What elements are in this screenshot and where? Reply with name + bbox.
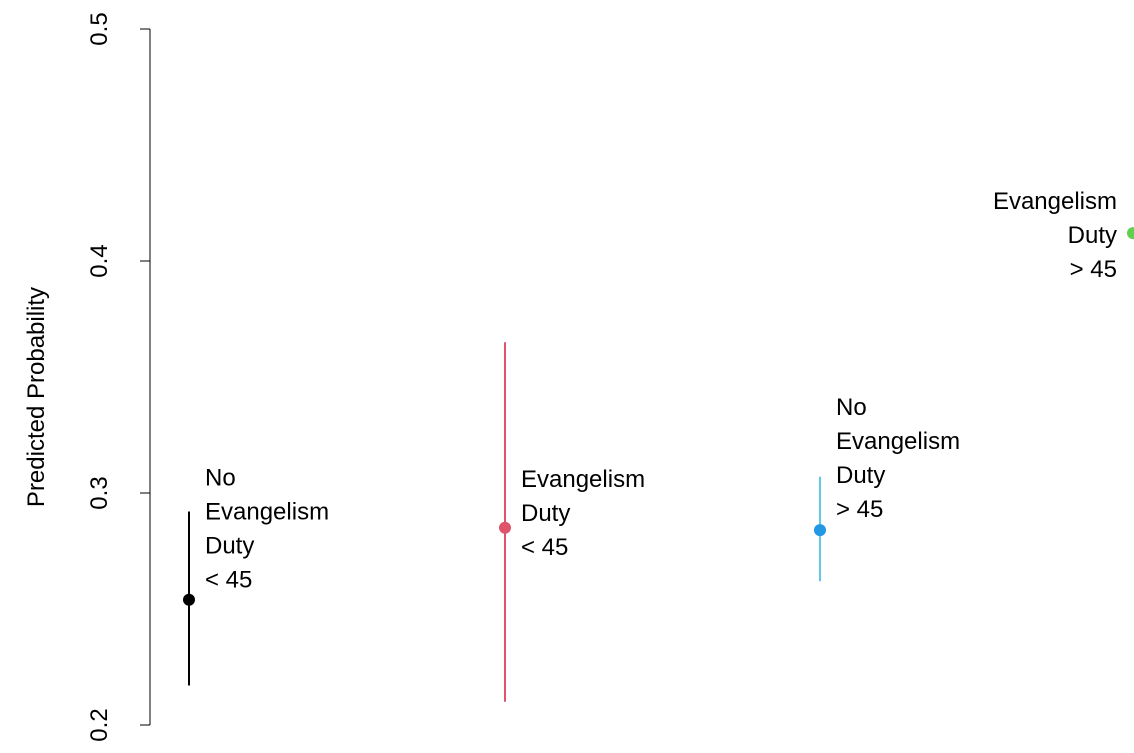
- data-point-group: Evangelism Duty < 45: [499, 342, 645, 702]
- point-label-line: < 45: [521, 534, 568, 561]
- point-label-line: > 45: [1070, 256, 1117, 283]
- y-axis-title: Predicted Probability: [23, 287, 50, 507]
- data-point: [814, 524, 826, 537]
- point-label-line: < 45: [205, 567, 252, 594]
- data-point: [183, 593, 195, 606]
- data-point-group: No Evangelism Duty > 45: [814, 394, 960, 582]
- y-tick-label: 0.3: [86, 476, 113, 509]
- data-point-group: Evangelism Duty > 45: [993, 188, 1134, 283]
- data-point: [1127, 227, 1134, 240]
- point-label-line: Duty: [836, 462, 885, 489]
- y-tick-label: 0.4: [86, 244, 113, 277]
- point-label-line: Duty: [1068, 222, 1117, 249]
- point-label-line: Evangelism: [521, 466, 645, 493]
- data-point-group: No Evangelism Duty < 45: [183, 465, 329, 686]
- y-axis: 0.2 0.3 0.4 0.5: [86, 12, 151, 742]
- point-label-line: Evangelism: [205, 499, 329, 526]
- point-label-line: Duty: [205, 533, 254, 560]
- point-label-line: Evangelism: [836, 428, 960, 455]
- point-label-line: Duty: [521, 500, 570, 527]
- point-label-line: Evangelism: [993, 188, 1117, 215]
- point-label-line: > 45: [836, 496, 883, 523]
- data-point: [499, 521, 511, 534]
- y-tick-label: 0.2: [86, 708, 113, 741]
- point-label-line: No: [205, 465, 236, 492]
- y-tick-label: 0.5: [86, 12, 113, 45]
- point-label-line: No: [836, 394, 867, 421]
